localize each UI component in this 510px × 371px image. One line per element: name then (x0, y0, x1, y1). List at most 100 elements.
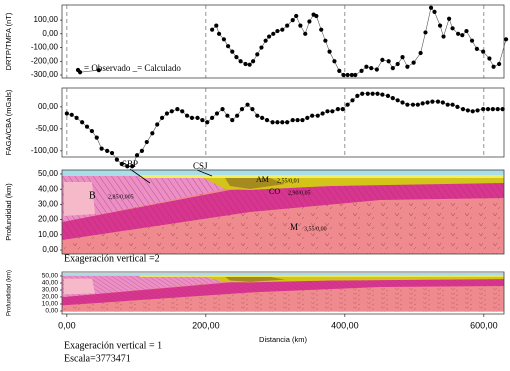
plot-frame (61, 169, 505, 255)
x-axis-label: Distancia (km) (259, 335, 307, 344)
point (364, 64, 369, 69)
note: Exageración vertical = 1 (64, 340, 162, 351)
point (214, 23, 219, 28)
point (184, 113, 190, 118)
point (456, 31, 461, 36)
section-label: CO (269, 187, 280, 196)
y-tick-label: 30,00 (42, 287, 59, 294)
note: Exageración vertical =2 (64, 253, 160, 264)
point (235, 113, 240, 118)
point (295, 117, 300, 123)
point (410, 102, 416, 107)
point (89, 128, 94, 134)
point (353, 72, 358, 78)
point (437, 23, 443, 28)
point (425, 100, 430, 105)
point (84, 124, 90, 129)
point (365, 91, 370, 96)
point (164, 111, 170, 116)
cross-section-1x (62, 273, 504, 312)
point (441, 34, 446, 39)
legend-marker (75, 67, 81, 73)
point (380, 92, 385, 97)
y-tick-label: 10,00 (38, 230, 59, 239)
point (340, 106, 345, 112)
point (369, 66, 374, 71)
point (214, 111, 220, 116)
y-tick-label: -50,00 (35, 124, 58, 133)
point (251, 59, 256, 64)
point (497, 61, 502, 67)
section-label: B (89, 190, 96, 201)
point (298, 23, 303, 28)
point (450, 102, 455, 107)
y-tick-label: 10,00 (42, 301, 59, 308)
point (323, 38, 328, 43)
point (119, 161, 124, 167)
point (315, 113, 320, 118)
section-label: CSJ (193, 161, 208, 171)
y-axis-label: DRTP/TMFA (nT) (4, 12, 13, 70)
point (460, 33, 465, 38)
point (230, 49, 235, 54)
point (500, 106, 505, 112)
point (455, 104, 460, 109)
point (169, 109, 174, 114)
point (69, 112, 74, 117)
point (360, 91, 365, 96)
point (337, 68, 342, 73)
point (386, 59, 391, 64)
point (74, 115, 79, 120)
point (350, 98, 355, 103)
point (285, 23, 290, 28)
y-tick-label: 40,00 (38, 184, 59, 193)
point (380, 57, 385, 62)
point (180, 109, 185, 114)
point (225, 113, 230, 118)
point (189, 115, 195, 120)
point (485, 106, 491, 112)
point (114, 157, 120, 162)
legend-text: = Observado _= Calculado (84, 63, 181, 73)
point (247, 62, 252, 67)
plot-frame (61, 4, 505, 79)
point (310, 113, 315, 118)
y-tick-label: 50,00 (38, 169, 59, 178)
point (300, 117, 305, 123)
point (327, 49, 332, 54)
point (294, 13, 299, 19)
point (411, 60, 416, 65)
y-tick-label: 40,00 (42, 280, 59, 287)
point (303, 31, 308, 36)
scale: Escala=3773471 (64, 353, 131, 364)
y-tick-label: 0,00 (42, 29, 58, 38)
point (159, 115, 165, 120)
point (374, 67, 379, 72)
point (221, 37, 227, 42)
y-tick-label: -100,00 (31, 146, 59, 155)
point (487, 56, 492, 61)
point (210, 27, 215, 32)
cross-section (62, 170, 504, 254)
point (275, 120, 280, 125)
point (216, 31, 222, 36)
point (440, 100, 445, 105)
point (260, 115, 265, 120)
point (320, 111, 325, 116)
point (450, 26, 455, 31)
point (335, 106, 341, 112)
point (263, 38, 268, 43)
point (109, 150, 115, 156)
point (125, 164, 130, 169)
point (280, 27, 285, 32)
point (390, 66, 395, 71)
point (375, 91, 380, 96)
point (481, 106, 486, 112)
y-tick-label: 00,00 (38, 102, 59, 111)
x-tick-label: 600,00 (470, 320, 498, 330)
point (290, 117, 295, 123)
y-tick-label: 0,00 (45, 308, 58, 315)
point (275, 28, 280, 34)
point (134, 153, 140, 158)
calculated-line (66, 93, 503, 167)
